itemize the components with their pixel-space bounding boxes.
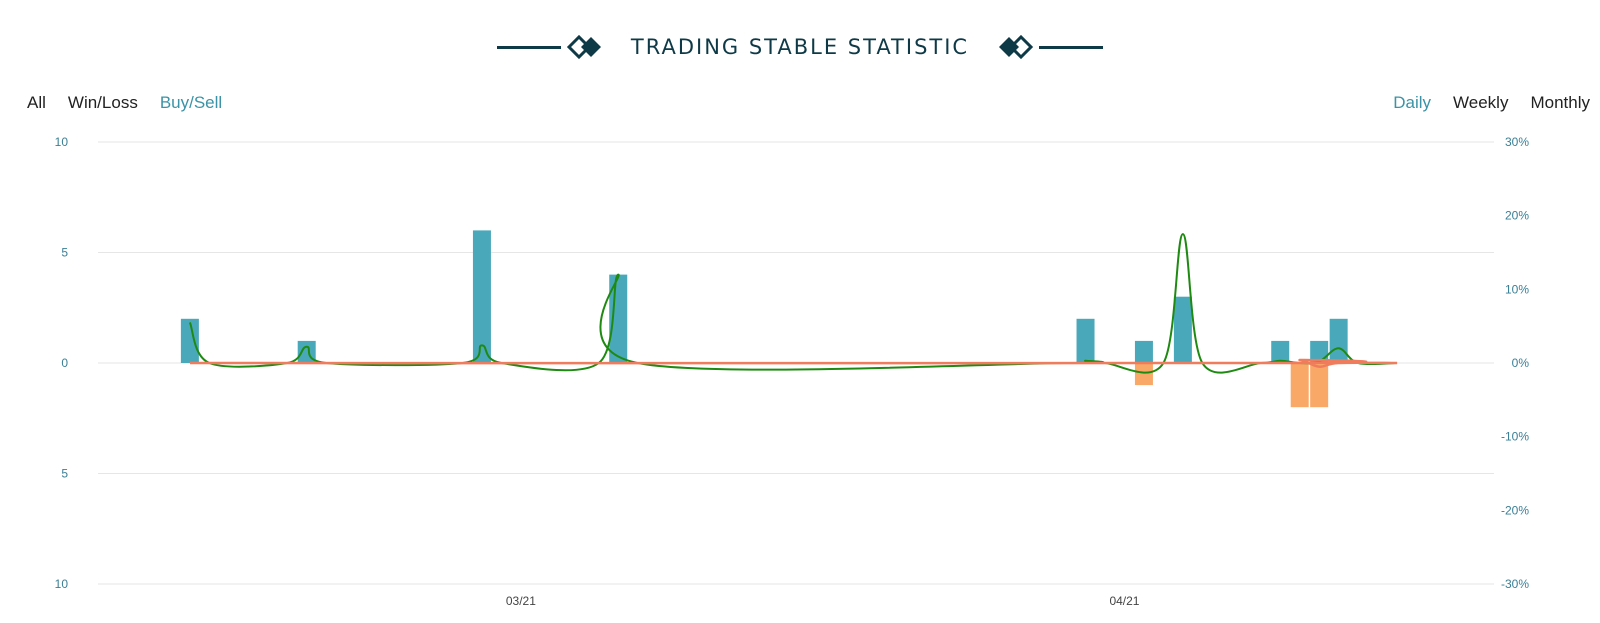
right-axis-tick: -30% bbox=[1501, 577, 1529, 591]
buy-bar bbox=[180, 318, 199, 363]
sell-bar bbox=[1290, 363, 1309, 408]
buy-bar bbox=[472, 230, 491, 363]
tab-all[interactable]: All bbox=[27, 93, 46, 112]
buy-bar bbox=[1134, 340, 1153, 363]
buy-bar bbox=[1329, 318, 1348, 363]
right-axis-tick: 30% bbox=[1505, 135, 1529, 149]
tab-daily[interactable]: Daily bbox=[1393, 93, 1432, 112]
buy-bar bbox=[1271, 340, 1290, 363]
right-axis-tick: 0% bbox=[1512, 356, 1530, 370]
sell-bar bbox=[1310, 363, 1329, 408]
x-axis-tick: 04/21 bbox=[1109, 594, 1139, 608]
left-axis-tick: 5 bbox=[61, 467, 68, 481]
tab-buy-sell[interactable]: Buy/Sell bbox=[159, 93, 223, 112]
left-axis-tick: 5 bbox=[61, 246, 68, 260]
type-filter-tabs: All Win/Loss Buy/Sell bbox=[27, 93, 244, 113]
tab-win-loss[interactable]: Win/Loss bbox=[67, 93, 138, 112]
title-left-rule bbox=[496, 45, 561, 49]
green-series-line bbox=[188, 233, 1398, 374]
sell-bar bbox=[1134, 363, 1153, 386]
diamond-ornament-icon bbox=[999, 35, 1034, 59]
right-axis-tick: -10% bbox=[1501, 430, 1529, 444]
right-axis-tick: 20% bbox=[1505, 209, 1529, 223]
diamond-ornament-icon bbox=[566, 35, 601, 59]
title-right-rule bbox=[1039, 45, 1104, 49]
tab-monthly[interactable]: Monthly bbox=[1530, 93, 1590, 112]
salmon-series-line bbox=[189, 358, 1398, 368]
buy-bar bbox=[1173, 296, 1192, 363]
x-axis-tick: 03/21 bbox=[506, 594, 536, 608]
left-axis-tick: 10 bbox=[55, 135, 69, 149]
left-axis-tick: 0 bbox=[61, 356, 68, 370]
chart-title: TRADING STABLE STATISTIC bbox=[630, 35, 970, 59]
right-axis-tick: 10% bbox=[1505, 282, 1529, 296]
right-axis-tick: -20% bbox=[1501, 503, 1529, 517]
tab-weekly[interactable]: Weekly bbox=[1453, 93, 1509, 112]
period-filter-tabs: Daily Weekly Monthly bbox=[1371, 93, 1590, 113]
buy-bar bbox=[1076, 318, 1095, 363]
left-axis-tick: 10 bbox=[55, 577, 69, 591]
chart-header: TRADING STABLE STATISTIC bbox=[0, 26, 1600, 68]
